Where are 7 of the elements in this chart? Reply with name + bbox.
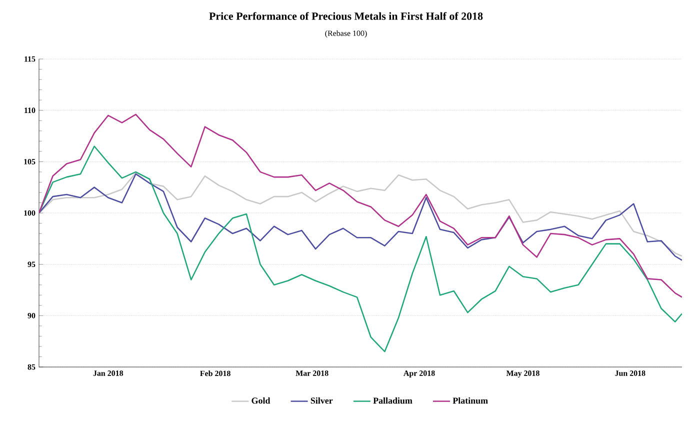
chart-title: Price Performance of Precious Metals in First Half of 2018 [209,12,483,20]
legend-label: Gold [252,397,270,404]
legend-label: Platinum [452,397,488,404]
legend-label: Silver [310,397,333,404]
line-series [39,146,682,352]
legend-label: Palladium [373,397,412,404]
line-series [39,114,682,298]
